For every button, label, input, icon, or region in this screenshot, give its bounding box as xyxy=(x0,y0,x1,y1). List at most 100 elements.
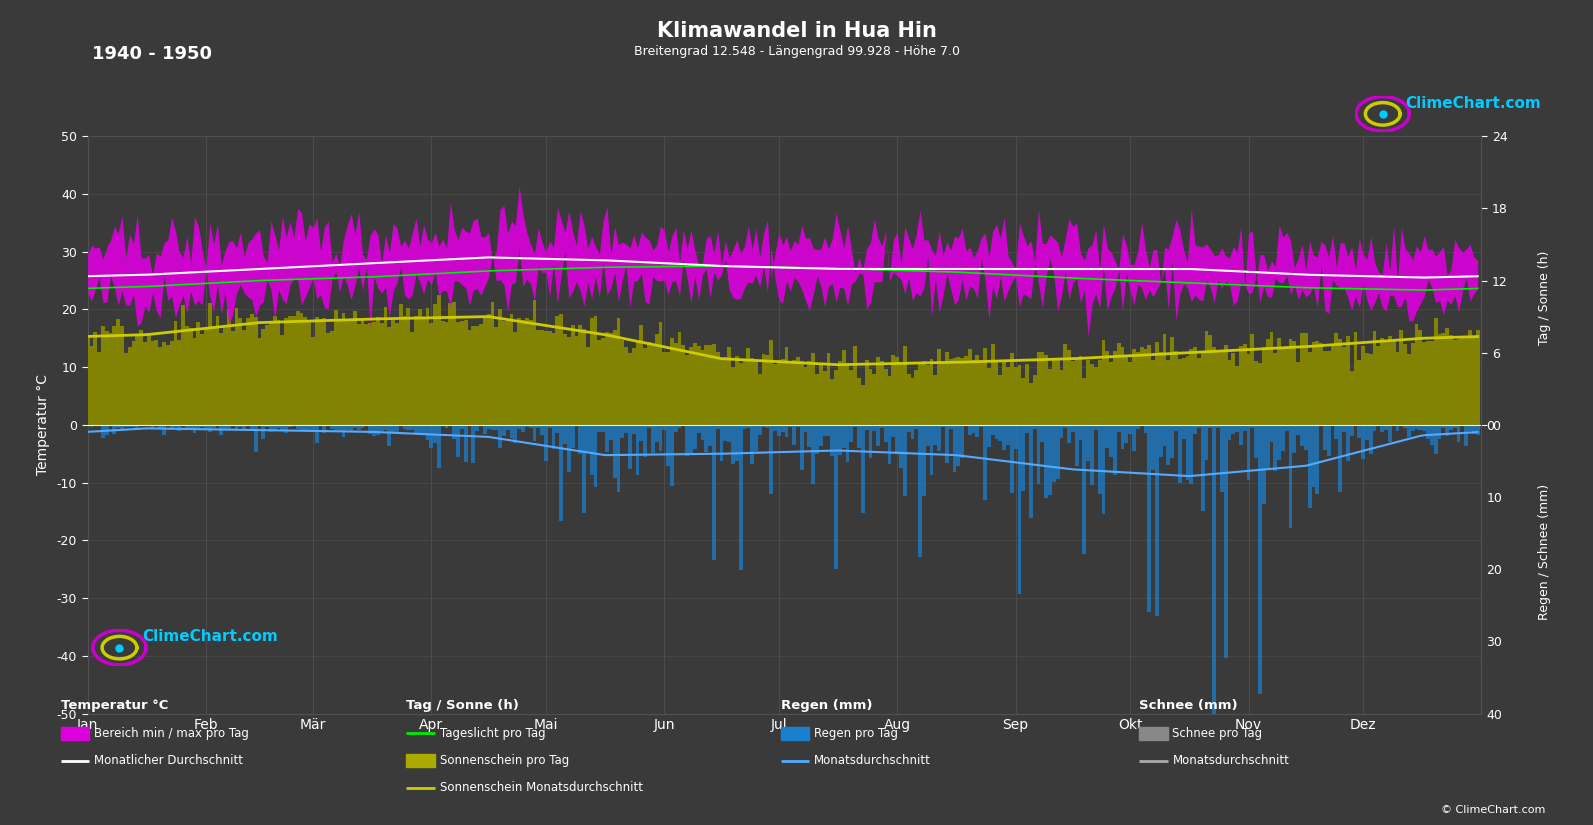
Bar xyxy=(567,425,570,473)
Text: Klimawandel in Hua Hin: Klimawandel in Hua Hin xyxy=(656,21,937,40)
Bar xyxy=(1395,352,1399,425)
Bar xyxy=(663,352,666,425)
Bar xyxy=(575,336,578,425)
Bar xyxy=(368,425,373,435)
Bar xyxy=(1002,360,1007,425)
Bar xyxy=(1026,365,1029,425)
Bar xyxy=(1190,425,1193,484)
Bar xyxy=(499,425,502,448)
Bar xyxy=(479,425,483,427)
Bar xyxy=(628,425,632,469)
Bar xyxy=(816,425,819,455)
Bar xyxy=(1109,362,1114,425)
Bar xyxy=(354,425,357,427)
Bar xyxy=(1212,425,1215,724)
Bar xyxy=(456,323,460,425)
Text: Temperatur °C: Temperatur °C xyxy=(61,700,167,713)
Bar xyxy=(830,425,835,456)
Bar xyxy=(209,304,212,425)
Bar xyxy=(1399,425,1403,427)
Bar xyxy=(556,316,559,425)
Bar xyxy=(406,425,411,430)
Bar xyxy=(816,374,819,425)
Bar xyxy=(1243,343,1247,425)
Bar xyxy=(1155,425,1158,616)
Bar xyxy=(1196,358,1201,425)
Bar xyxy=(941,363,945,425)
Bar xyxy=(715,425,720,429)
Bar xyxy=(1308,425,1311,507)
Bar xyxy=(988,368,991,425)
Bar xyxy=(1037,352,1040,425)
Bar xyxy=(468,330,472,425)
Bar xyxy=(914,370,918,425)
Bar xyxy=(903,346,906,425)
Bar xyxy=(1319,343,1324,425)
Bar xyxy=(1407,425,1411,437)
Bar xyxy=(723,425,728,441)
Bar xyxy=(346,425,349,430)
Bar xyxy=(937,425,941,451)
Bar xyxy=(949,425,953,428)
Bar xyxy=(636,342,639,425)
Bar xyxy=(761,425,766,427)
Bar xyxy=(808,361,811,425)
Bar xyxy=(1220,350,1223,425)
Bar xyxy=(1262,425,1266,504)
Bar xyxy=(575,425,578,427)
Bar xyxy=(1144,349,1147,425)
Bar xyxy=(975,355,980,425)
Bar xyxy=(682,345,685,425)
Bar xyxy=(292,316,296,425)
Bar xyxy=(277,320,280,425)
Bar xyxy=(964,425,969,426)
Bar xyxy=(357,324,360,425)
Bar xyxy=(1193,347,1196,425)
Bar xyxy=(1098,425,1101,494)
Bar xyxy=(507,425,510,430)
Bar xyxy=(158,425,162,428)
Bar xyxy=(1174,351,1177,425)
Bar xyxy=(747,348,750,425)
Bar xyxy=(594,316,597,425)
Bar xyxy=(346,319,349,425)
Bar xyxy=(177,425,182,431)
Bar xyxy=(800,425,803,470)
Bar xyxy=(392,425,395,432)
Bar xyxy=(895,425,898,455)
Bar xyxy=(483,425,487,434)
Bar xyxy=(487,314,491,425)
Bar xyxy=(100,425,105,438)
Bar xyxy=(1365,353,1368,425)
Bar xyxy=(1136,425,1139,429)
Bar xyxy=(444,425,449,428)
Bar xyxy=(1082,378,1086,425)
Bar xyxy=(1231,353,1235,425)
Bar xyxy=(1278,337,1281,425)
Bar xyxy=(190,425,193,431)
Bar xyxy=(135,425,139,428)
Bar xyxy=(1185,425,1190,479)
Bar xyxy=(1064,345,1067,425)
Bar xyxy=(761,354,766,425)
Bar xyxy=(693,425,696,449)
Bar xyxy=(223,327,228,425)
Bar xyxy=(395,323,398,425)
Bar xyxy=(376,317,379,425)
Bar xyxy=(1064,425,1067,428)
Text: ClimeChart.com: ClimeChart.com xyxy=(142,629,277,644)
Bar xyxy=(548,332,551,425)
Bar xyxy=(693,342,696,425)
Bar xyxy=(956,356,961,425)
Bar xyxy=(796,425,800,427)
Bar xyxy=(647,425,652,428)
Bar xyxy=(89,425,94,427)
Bar xyxy=(479,324,483,425)
Bar xyxy=(1147,345,1152,425)
Bar xyxy=(360,318,365,425)
Bar xyxy=(742,425,747,429)
Bar xyxy=(1297,362,1300,425)
Bar xyxy=(1094,425,1098,430)
Bar xyxy=(961,425,964,458)
Bar xyxy=(280,335,284,425)
